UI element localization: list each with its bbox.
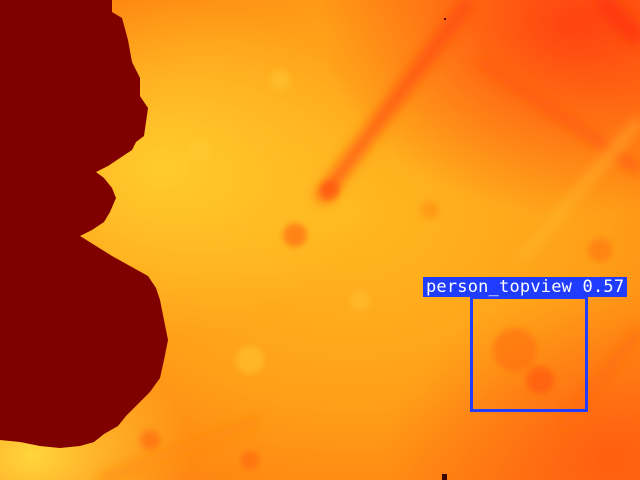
detection-label: person_topview 0.57	[423, 277, 628, 297]
person-detection-box	[470, 296, 588, 412]
